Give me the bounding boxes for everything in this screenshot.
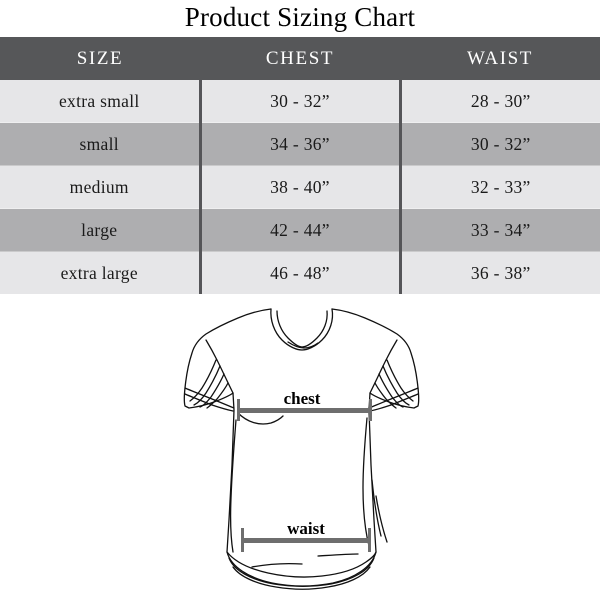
chest-measurement: chest (237, 389, 372, 421)
chest-measurement-endcap-left (237, 399, 240, 421)
table-header: SIZE CHEST WAIST (0, 37, 600, 80)
tshirt-outline (183, 308, 420, 590)
table-row: large 42 - 44” 33 - 34” (0, 208, 600, 252)
cell-waist: 32 - 33” (400, 165, 600, 209)
waist-measurement-endcap-right (368, 528, 371, 552)
cell-chest: 34 - 36” (200, 122, 402, 166)
table-row: small 34 - 36” 30 - 32” (0, 122, 600, 166)
table-header-row: SIZE CHEST WAIST (0, 37, 600, 80)
chest-measurement-bar (238, 408, 371, 413)
page-title: Product Sizing Chart (184, 2, 416, 32)
table-row: extra large 46 - 48” 36 - 38” (0, 251, 600, 294)
waist-measurement: waist (241, 519, 371, 552)
waist-measurement-label: waist (287, 519, 325, 538)
cell-waist: 33 - 34” (400, 208, 600, 252)
waist-measurement-bar (242, 538, 370, 543)
cell-size: extra large (0, 251, 202, 294)
cell-chest: 46 - 48” (200, 251, 402, 294)
cell-waist: 30 - 32” (400, 122, 600, 166)
cell-chest: 42 - 44” (200, 208, 402, 252)
column-header-waist: WAIST (400, 37, 600, 80)
chest-measurement-label: chest (284, 389, 321, 408)
cell-chest: 38 - 40” (200, 165, 402, 209)
cell-size: extra small (0, 80, 202, 123)
cell-chest: 30 - 32” (200, 80, 402, 123)
table-row: medium 38 - 40” 32 - 33” (0, 165, 600, 209)
cell-waist: 28 - 30” (400, 80, 600, 123)
cell-size: small (0, 122, 202, 166)
column-header-chest: CHEST (200, 37, 400, 80)
sizing-table: SIZE CHEST WAIST extra small 30 - 32” 28… (0, 37, 600, 294)
waist-measurement-endcap-left (241, 528, 244, 552)
tshirt-illustration: chest waist (0, 290, 600, 600)
chest-measurement-endcap-right (369, 399, 372, 421)
column-header-size: SIZE (0, 37, 200, 80)
cell-size: medium (0, 165, 202, 209)
tshirt-svg: chest waist (183, 308, 420, 590)
table-body: extra small 30 - 32” 28 - 30” small 34 -… (0, 80, 600, 294)
cell-waist: 36 - 38” (400, 251, 600, 294)
table-row: extra small 30 - 32” 28 - 30” (0, 80, 600, 123)
cell-size: large (0, 208, 202, 252)
